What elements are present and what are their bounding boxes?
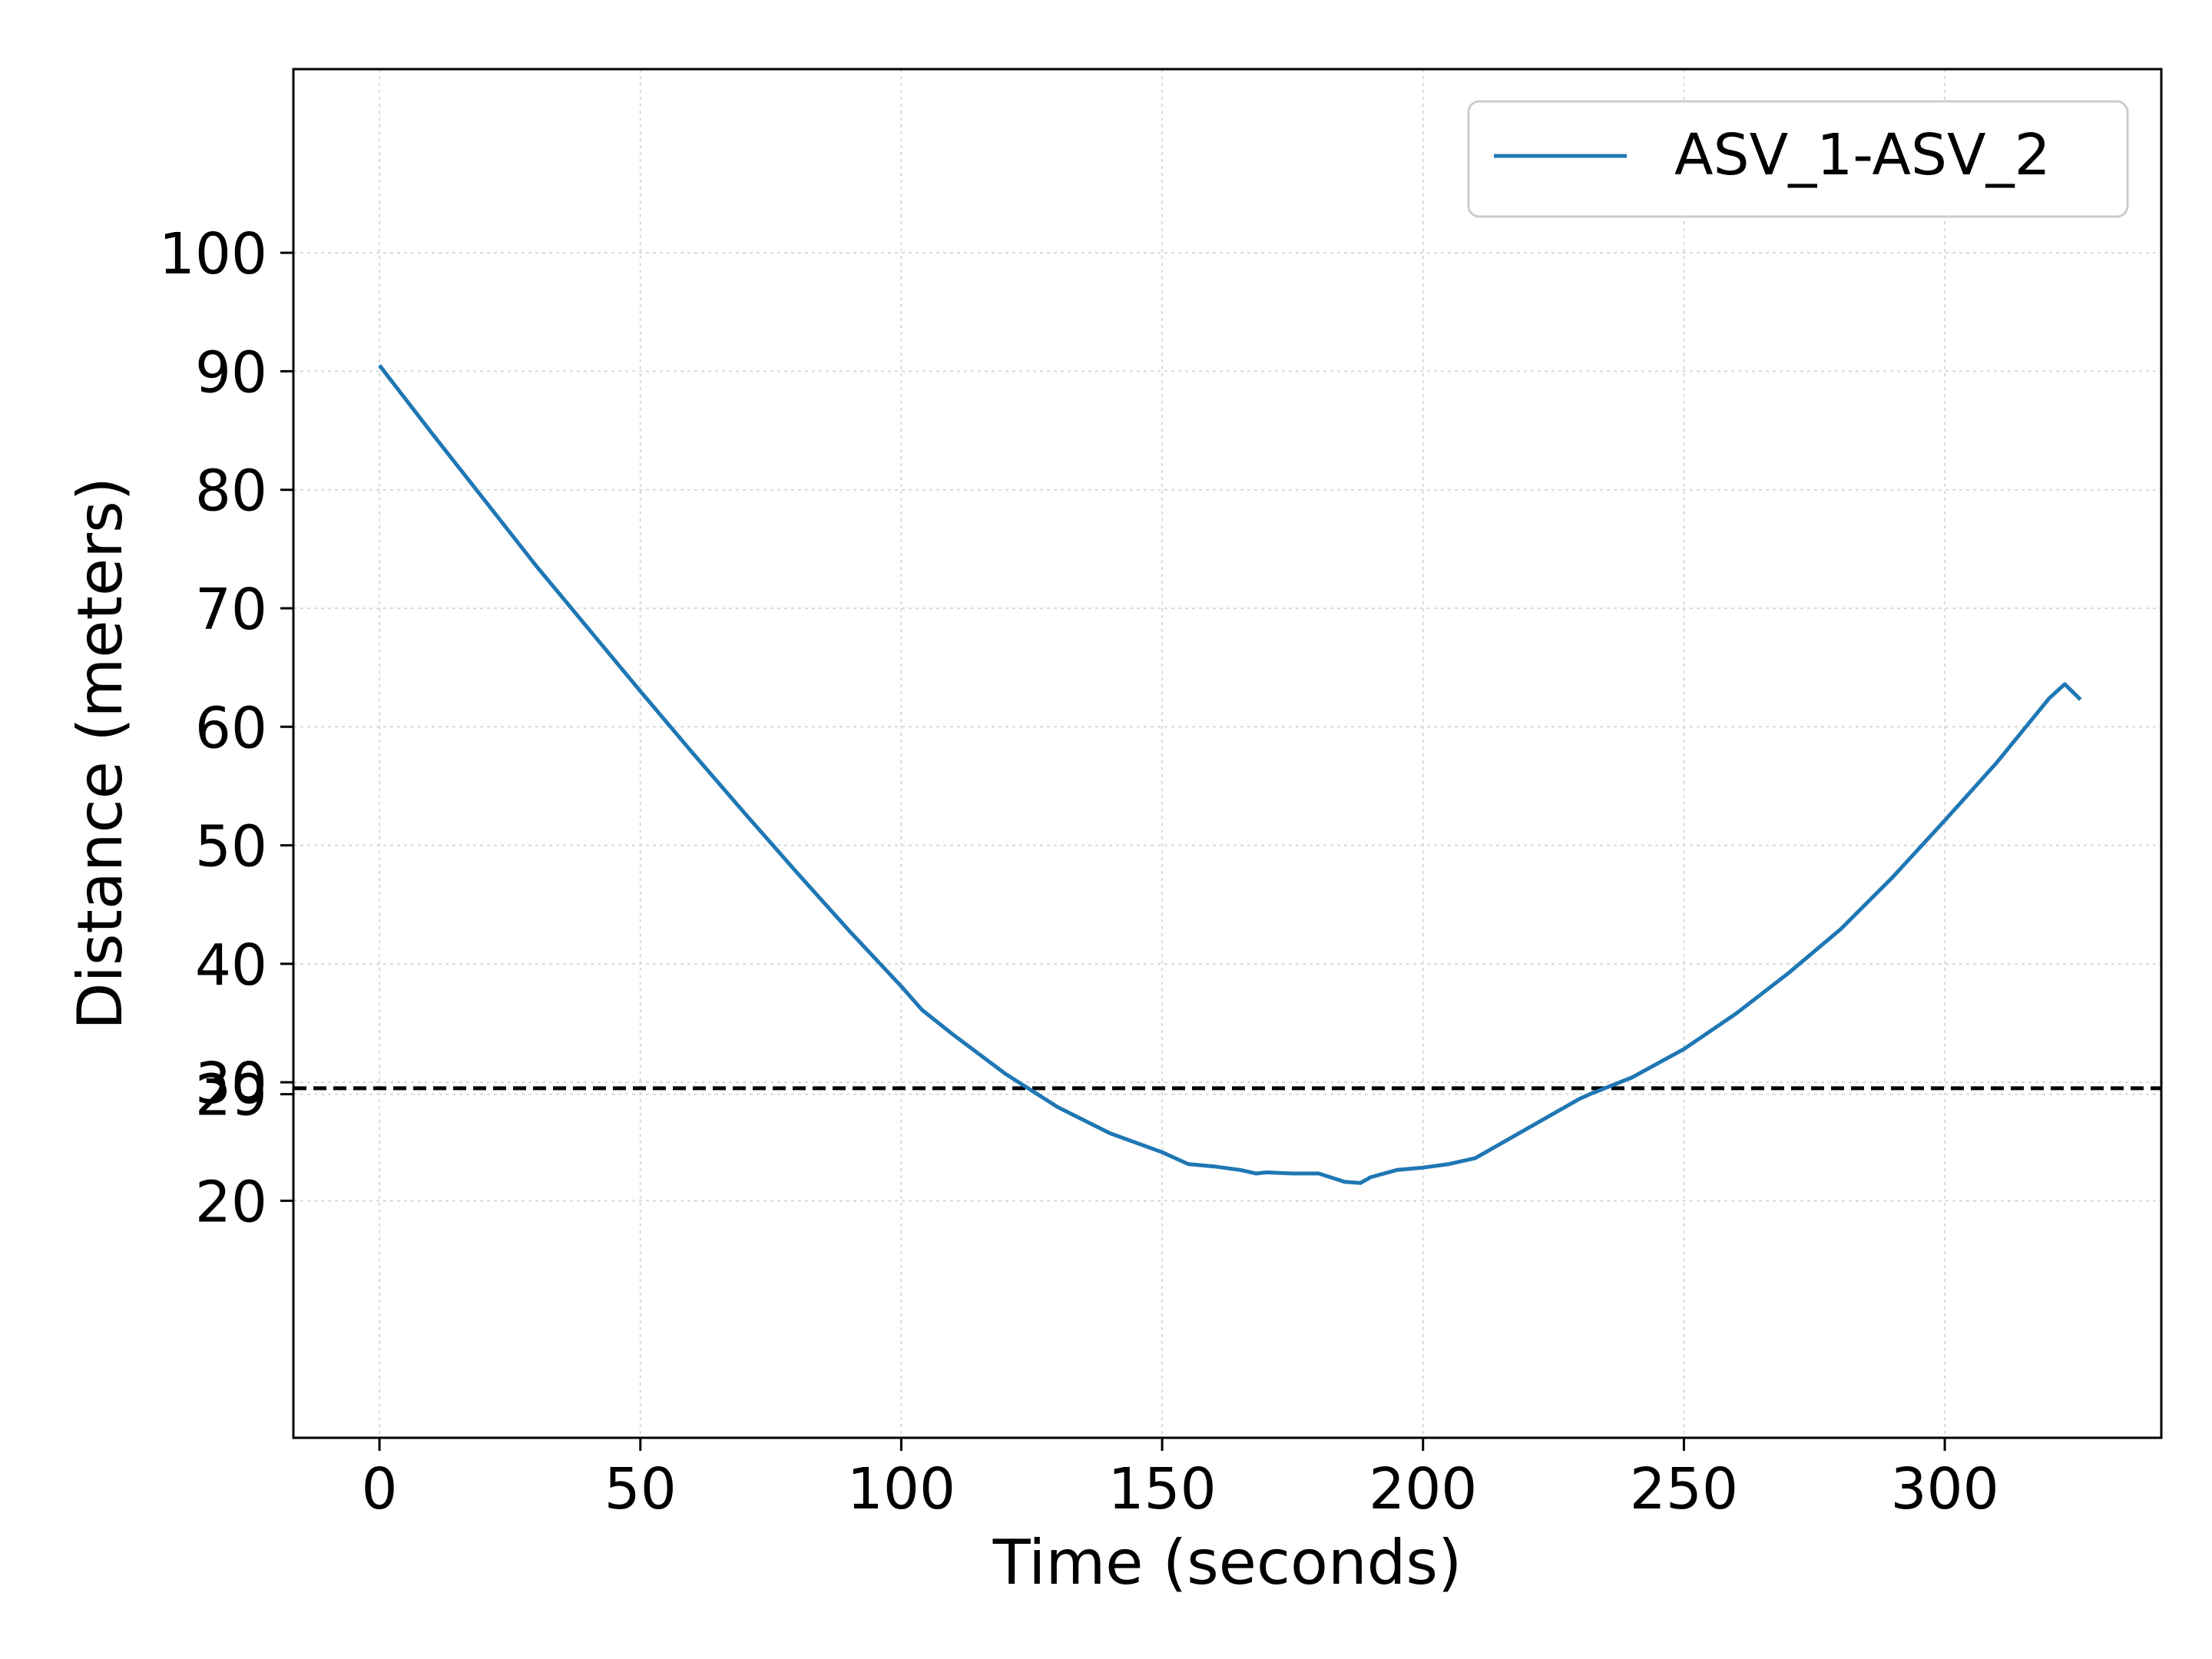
grid (293, 69, 2161, 1438)
x-axis-ticks: 0 50 100 150 200 250 300 (362, 1438, 1999, 1522)
legend-frame (1467, 100, 2129, 218)
series-line (378, 364, 2082, 1185)
x-tick-label: 150 (1108, 1456, 1216, 1522)
x-tick-label: 200 (1369, 1456, 1477, 1522)
x-tick-label: 50 (604, 1456, 677, 1522)
plot-frame (292, 68, 2163, 1439)
y-tick-label: 90 (195, 339, 267, 406)
y-tick-label: 70 (195, 577, 267, 643)
y-axis-label: Distance (meters) (65, 477, 136, 1030)
y-tick-label: 50 (195, 814, 267, 880)
y-tick-label: 30 (195, 1051, 267, 1117)
x-tick-label: 100 (847, 1456, 955, 1522)
x-tick-label: 300 (1890, 1456, 1998, 1522)
y-tick-label: 100 (159, 221, 267, 287)
y-tick-label: 40 (195, 932, 267, 998)
y-tick-label: 29 (195, 1063, 267, 1129)
y-tick-label: 60 (195, 695, 267, 761)
x-tick-label: 0 (362, 1456, 398, 1522)
x-tick-label: 250 (1630, 1456, 1738, 1522)
x-axis-label: Time (seconds) (992, 1527, 1462, 1598)
y-tick-label: 80 (195, 459, 267, 525)
legend-entry-label: ASV_1-ASV_2 (1674, 122, 2051, 188)
series-group (378, 364, 2082, 1185)
legend: ASV_1-ASV_2 (1467, 100, 2129, 218)
y-tick-label: 20 (195, 1169, 267, 1235)
